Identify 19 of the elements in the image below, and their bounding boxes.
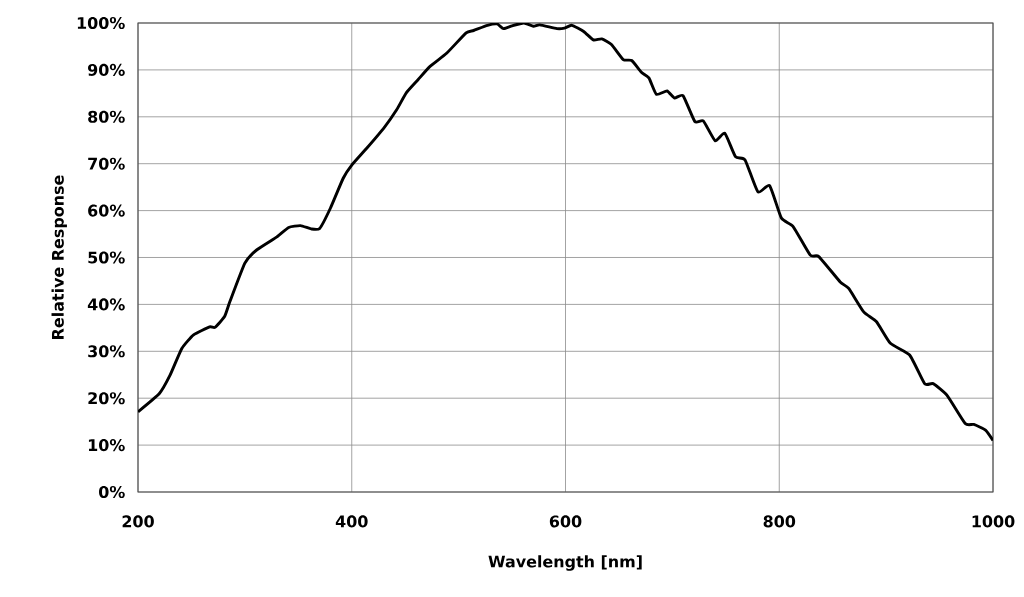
y-tick-label: 60% — [88, 204, 125, 217]
x-axis-title: Wavelength [nm] — [488, 555, 642, 571]
x-tick-label: 800 — [763, 515, 796, 528]
y-tick-label: 100% — [77, 16, 125, 30]
y-tick-label: 10% — [88, 439, 125, 452]
y-tick-label: 90% — [87, 63, 125, 76]
y-tick-label: 80% — [88, 110, 125, 123]
y-axis-title: Relative Response — [51, 175, 67, 339]
y-tick-label: 0% — [99, 485, 125, 499]
y-tick-label: 40% — [87, 298, 125, 311]
x-tick-label: 1000 — [972, 515, 1015, 528]
y-tick-label: 20% — [88, 392, 125, 405]
x-tick-label: 400 — [335, 515, 368, 528]
y-tick-label: 30% — [88, 345, 125, 358]
x-tick-label: 200 — [122, 515, 154, 528]
y-tick-label: 70% — [88, 157, 125, 170]
y-tick-label: 50% — [88, 251, 125, 264]
line-series — [138, 22, 994, 442]
x-tick-label: 600 — [549, 515, 582, 528]
